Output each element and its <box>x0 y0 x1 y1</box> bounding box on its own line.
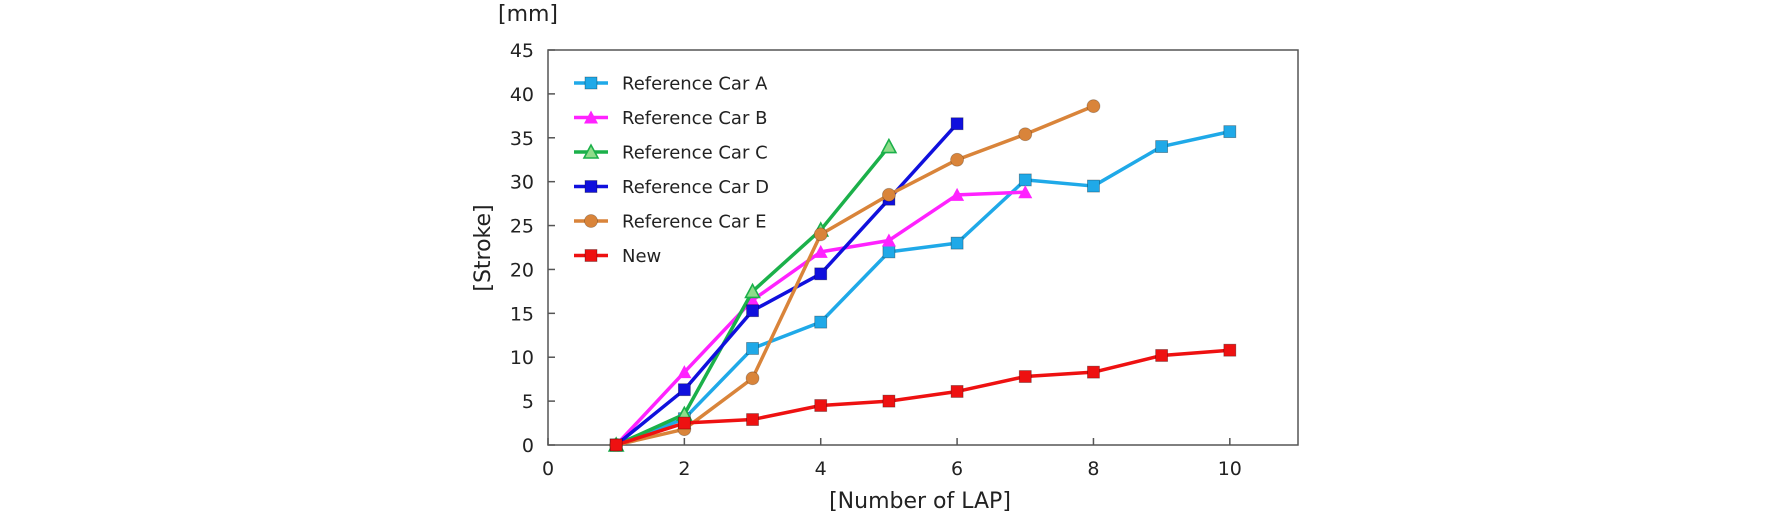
data-point <box>746 342 759 355</box>
data-point <box>950 152 964 167</box>
data-point <box>950 236 964 250</box>
data-point <box>1087 365 1100 379</box>
series-layer <box>607 99 1237 452</box>
legend-item: Reference Car B <box>574 108 767 129</box>
data-point <box>609 438 623 452</box>
x-axis-ticks: 0 2 4 6 8 10 <box>542 438 1242 480</box>
legend-item: Reference Car D <box>574 177 769 198</box>
data-point <box>677 365 692 379</box>
legend-label: Reference Car A <box>622 74 768 95</box>
legend-marker <box>584 76 598 90</box>
y-tick-label: 5 <box>522 391 534 413</box>
legend: Reference Car A Reference Car B Reference … <box>574 74 769 267</box>
legend-marker <box>584 214 598 228</box>
series-new <box>609 343 1237 452</box>
data-point <box>1018 173 1032 187</box>
unit-label: [mm] <box>498 2 558 27</box>
y-tick-label: 0 <box>522 435 534 457</box>
series-line <box>615 122 959 447</box>
data-point <box>1018 127 1033 142</box>
x-tick-label: 4 <box>815 458 827 480</box>
data-point <box>1018 185 1033 199</box>
legend-label: New <box>622 246 661 267</box>
plot-frame <box>547 49 1299 446</box>
legend-item: New <box>574 246 661 267</box>
data-point <box>814 399 828 412</box>
y-axis-title: [Stroke] <box>471 204 496 291</box>
data-point <box>746 413 759 426</box>
y-tick-label: 45 <box>510 40 534 62</box>
x-tick-label: 8 <box>1087 458 1099 480</box>
x-tick-label: 0 <box>542 458 554 480</box>
data-point <box>882 394 896 408</box>
series-line <box>615 104 1095 447</box>
legend-item: Reference Car C <box>574 143 768 164</box>
data-point <box>745 371 760 386</box>
data-point <box>814 315 828 329</box>
series-line <box>615 348 1230 447</box>
data-point <box>1087 179 1100 193</box>
data-point <box>1223 343 1237 357</box>
y-tick-label: 15 <box>510 303 534 325</box>
series-reference-car-d <box>609 117 964 452</box>
data-point <box>814 267 828 281</box>
data-point <box>1223 125 1237 139</box>
data-point <box>813 227 828 242</box>
legend-label: Reference Car D <box>622 177 769 198</box>
x-axis-title: [Number of LAP] <box>829 489 1011 514</box>
legend-label: Reference Car C <box>622 143 768 164</box>
data-point <box>882 245 896 259</box>
legend-item: Reference Car E <box>574 212 766 233</box>
data-point <box>677 416 691 430</box>
data-point <box>813 244 828 258</box>
legend-marker <box>584 249 598 262</box>
data-point <box>745 293 760 307</box>
data-point <box>746 304 759 318</box>
data-point <box>677 383 691 397</box>
y-tick-label: 30 <box>510 172 534 194</box>
data-point <box>744 282 761 299</box>
y-tick-label: 40 <box>510 84 534 106</box>
series-reference-car-a <box>609 125 1237 452</box>
data-point <box>1086 99 1101 114</box>
legend-marker <box>582 143 600 159</box>
x-tick-label: 6 <box>951 458 963 480</box>
x-tick-label: 10 <box>1218 458 1242 480</box>
y-tick-label: 25 <box>510 216 534 238</box>
y-tick-label: 10 <box>510 347 534 369</box>
legend-label: Reference Car E <box>622 212 766 233</box>
y-tick-label: 20 <box>510 259 534 281</box>
data-point <box>1155 349 1169 362</box>
x-tick-label: 2 <box>678 458 690 480</box>
data-point <box>1018 370 1032 383</box>
data-point <box>950 117 964 131</box>
data-point <box>950 385 964 398</box>
y-axis-ticks: 0 5 10 15 20 25 30 35 40 45 <box>510 40 555 457</box>
legend-marker <box>584 110 598 124</box>
legend-item: Reference Car A <box>574 74 768 95</box>
data-point <box>950 187 965 201</box>
data-point <box>880 137 898 154</box>
data-point <box>882 187 896 202</box>
legend-marker <box>584 180 598 193</box>
y-tick-label: 35 <box>510 128 534 150</box>
series-line <box>615 129 1231 447</box>
data-point <box>881 233 896 247</box>
data-point <box>1155 140 1169 153</box>
legend-label: Reference Car B <box>622 108 767 129</box>
